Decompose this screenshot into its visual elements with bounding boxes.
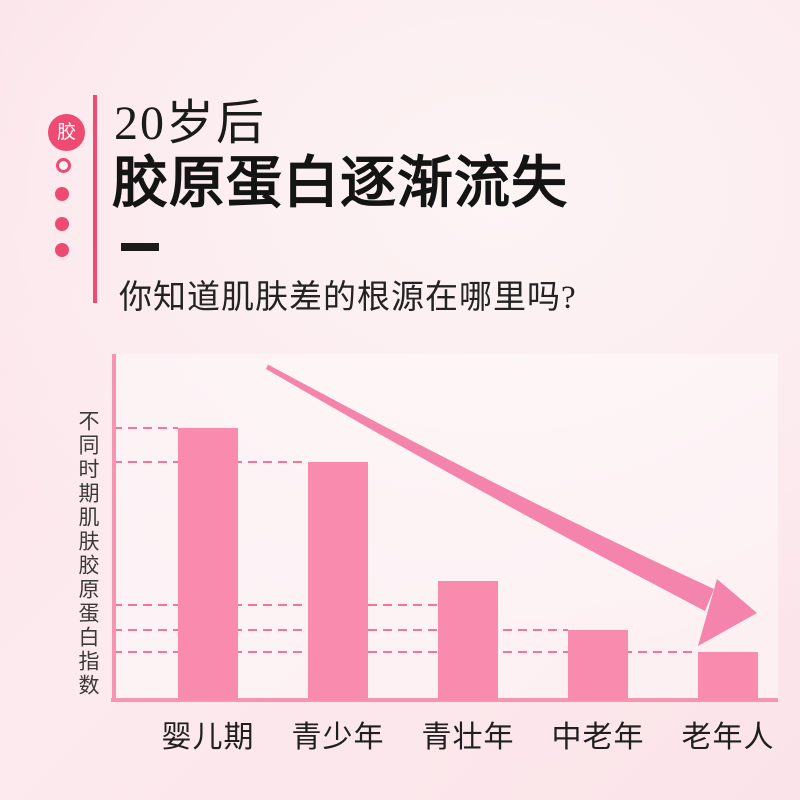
accent-vertical-line (93, 95, 97, 303)
divider-bar (121, 243, 159, 251)
bar-1 (178, 428, 238, 700)
title-line1: 20岁后 (114, 97, 267, 150)
x-axis-label: 婴儿期 (161, 721, 255, 754)
subtitle: 你知道肌肤差的根源在哪里吗? (119, 280, 577, 316)
bar-4 (568, 630, 628, 700)
x-axis-label: 中老年 (551, 721, 645, 754)
dot-icon (55, 217, 69, 231)
x-axis-label: 青壮年 (421, 721, 515, 754)
x-axis-line (111, 698, 778, 702)
dot-icon (55, 187, 69, 201)
bar-5 (698, 652, 758, 700)
dashed-gridline (113, 651, 698, 654)
x-axis-label: 老年人 (681, 721, 775, 754)
dashed-gridline (113, 427, 178, 430)
dashed-gridline (113, 603, 438, 606)
title-line2: 胶原蛋白逐渐流失 (112, 153, 568, 215)
y-axis-line (112, 354, 116, 702)
x-axis-label: 青少年 (291, 721, 385, 754)
badge-text: 胶 (56, 122, 76, 143)
bar-2 (308, 462, 368, 700)
y-axis-title: 不同时期肌肤胶原蛋白指数 (76, 410, 100, 698)
collagen-badge: 胶 (48, 114, 85, 151)
dot-ring-icon (56, 158, 71, 173)
dot-icon (55, 243, 69, 257)
bar-3 (438, 581, 498, 700)
